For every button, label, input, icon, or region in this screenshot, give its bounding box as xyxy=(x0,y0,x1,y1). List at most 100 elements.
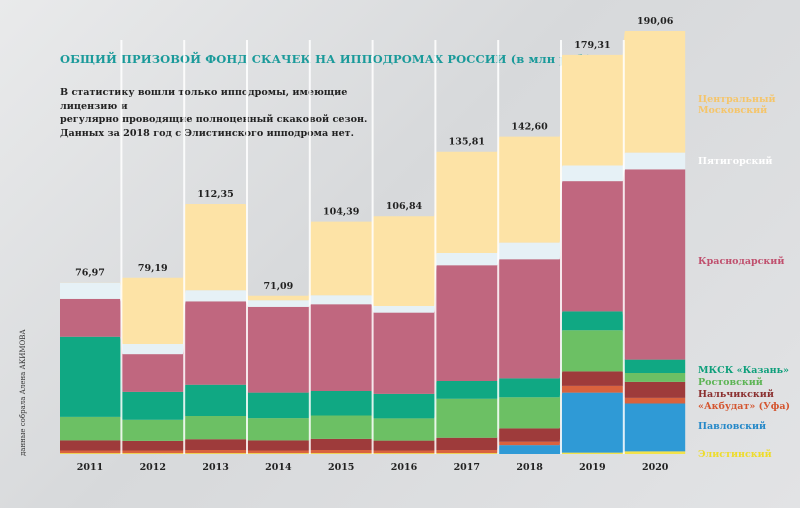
bar-segment-kazan-2017 xyxy=(437,381,497,399)
bar-segment-rostov-2013 xyxy=(186,416,246,439)
subtitle-line: В статистику вошли только ипподромы, име… xyxy=(60,87,348,112)
bar-segment-krasnodar-2015 xyxy=(311,304,371,391)
x-tick-label: 2019 xyxy=(579,462,606,473)
bar-segment-ufa-2014 xyxy=(248,450,308,453)
bar-segment-nalchik-2015 xyxy=(311,439,371,450)
bar-segment-nalchik-2013 xyxy=(186,439,246,450)
bar-segment-kazan-2012 xyxy=(123,392,183,420)
bar-segment-moscow-2018 xyxy=(500,137,560,243)
series-band-krasnodar xyxy=(60,169,686,394)
legend-label: Московский xyxy=(698,105,768,116)
legend-item-pavlovsky: Павловский xyxy=(698,421,766,432)
legend-item-pyatigorsk: Пятигорский xyxy=(698,156,772,167)
bar-segment-kazan-2011 xyxy=(60,337,120,417)
series-band-ufa xyxy=(60,385,686,454)
bar-segment-rostov-2015 xyxy=(311,416,371,439)
x-tick-label: 2014 xyxy=(265,462,292,473)
bar-segment-moscow-2015 xyxy=(311,222,371,296)
bar-segment-pyatigorsk-2018 xyxy=(500,243,560,260)
legend-label: Центральный xyxy=(698,94,776,105)
total-label: 76,97 xyxy=(75,268,105,279)
bar-segment-krasnodar-2016 xyxy=(374,313,434,394)
legend-label: Ростовский xyxy=(698,377,763,388)
bar-segment-rostov-2011 xyxy=(60,417,120,441)
bar-segment-nalchik-2019 xyxy=(562,371,622,385)
legend-label: Нальчикский xyxy=(698,389,774,400)
bar-segment-kazan-2015 xyxy=(311,391,371,415)
bar-segment-krasnodar-2020 xyxy=(625,169,685,359)
bar-segment-ufa-2016 xyxy=(374,450,434,453)
bar-segment-pyatigorsk-2020 xyxy=(625,153,685,170)
total-label: 79,19 xyxy=(138,263,168,274)
total-label: 112,35 xyxy=(197,189,233,200)
bar-segment-elista-2014 xyxy=(248,453,308,454)
bar-segment-rostov-2012 xyxy=(123,420,183,441)
bar-segment-ufa-2011 xyxy=(60,450,120,453)
bar-segment-elista-2016 xyxy=(374,453,434,454)
bar-segment-ufa-2020 xyxy=(625,398,685,404)
bar-segment-krasnodar-2011 xyxy=(60,299,120,337)
bar-segment-elista-2019 xyxy=(562,453,622,454)
bar-segment-kazan-2016 xyxy=(374,394,434,418)
bar-segment-pavlovsky-2020 xyxy=(625,403,685,451)
bar-segment-nalchik-2014 xyxy=(248,440,308,450)
bar-segment-moscow-2019 xyxy=(562,55,622,166)
legend-label: «Акбудат» (Уфа) xyxy=(698,401,790,412)
total-label: 190,06 xyxy=(637,16,674,27)
bar-segment-pyatigorsk-2015 xyxy=(311,295,371,304)
bar-segment-pyatigorsk-2019 xyxy=(562,166,622,182)
bar-segment-pyatigorsk-2013 xyxy=(186,290,246,301)
bar-segment-nalchik-2011 xyxy=(60,440,120,450)
x-tick-label: 2011 xyxy=(77,462,103,473)
bar-segment-krasnodar-2014 xyxy=(248,307,308,393)
total-label: 179,31 xyxy=(574,40,610,51)
series-band-moscow xyxy=(60,31,686,345)
legend-item-krasnodar: Краснодарский xyxy=(698,256,784,267)
bar-segment-nalchik-2017 xyxy=(437,438,497,450)
series-band-nalchik xyxy=(60,371,686,451)
legend-label: Павловский xyxy=(698,421,767,432)
bar-segment-elista-2017 xyxy=(437,453,497,454)
bar-segment-ufa-2012 xyxy=(123,450,183,453)
legend-item-rostov: Ростовский xyxy=(698,377,763,388)
x-tick-label: 2015 xyxy=(328,462,354,473)
bar-segment-moscow-2020 xyxy=(625,31,685,153)
total-label: 135,81 xyxy=(449,137,485,148)
series-band-elista xyxy=(60,451,686,454)
bar-segment-moscow-2016 xyxy=(374,216,434,306)
bar-segment-kazan-2018 xyxy=(500,378,560,397)
bar-segment-elista-2012 xyxy=(123,453,183,454)
bar-segment-krasnodar-2017 xyxy=(437,265,497,381)
chart-title: ОБЩИЙ ПРИЗОВОЙ ФОНД СКАЧЕК НА ИППОДРОМАХ… xyxy=(60,52,593,66)
bar-segment-ufa-2015 xyxy=(311,450,371,453)
bar-segment-kazan-2014 xyxy=(248,393,308,419)
total-label: 104,39 xyxy=(323,207,360,218)
bar-segment-rostov-2017 xyxy=(437,399,497,438)
bar-segment-nalchik-2016 xyxy=(374,441,434,451)
legend-item-kazan: МКСК «Казань» xyxy=(698,365,789,376)
bar-segment-rostov-2014 xyxy=(248,418,308,440)
bar-segment-pyatigorsk-2017 xyxy=(437,253,497,265)
x-tick-label: 2020 xyxy=(642,462,669,473)
bar-segment-elista-2013 xyxy=(186,453,246,454)
total-label: 142,60 xyxy=(511,122,548,133)
bar-segment-ufa-2019 xyxy=(562,386,622,393)
bar-segment-nalchik-2012 xyxy=(123,441,183,451)
bar-segment-pyatigorsk-2012 xyxy=(123,344,183,354)
legend-label: МКСК «Казань» xyxy=(698,365,789,376)
bar-segment-pyatigorsk-2016 xyxy=(374,306,434,313)
bar-segment-pavlovsky-2019 xyxy=(562,393,622,453)
legend-item-ufa: «Акбудат» (Уфа) xyxy=(698,401,790,412)
x-tick-label: 2013 xyxy=(202,462,228,473)
subtitle-line: регулярно проводящие полноценный скаково… xyxy=(60,114,368,125)
legend-label: Пятигорский xyxy=(698,156,773,167)
x-tick-label: 2016 xyxy=(391,462,418,473)
bar-segment-moscow-2013 xyxy=(186,204,246,290)
bar-segment-elista-2015 xyxy=(311,453,371,454)
legend-item-elista: Элистинский xyxy=(698,449,772,460)
legend-label: Краснодарский xyxy=(698,256,785,267)
bar-segment-pyatigorsk-2011 xyxy=(60,283,120,299)
bar-segment-krasnodar-2012 xyxy=(123,354,183,392)
bar-segment-krasnodar-2019 xyxy=(562,181,622,311)
bar-segment-kazan-2013 xyxy=(186,385,246,416)
